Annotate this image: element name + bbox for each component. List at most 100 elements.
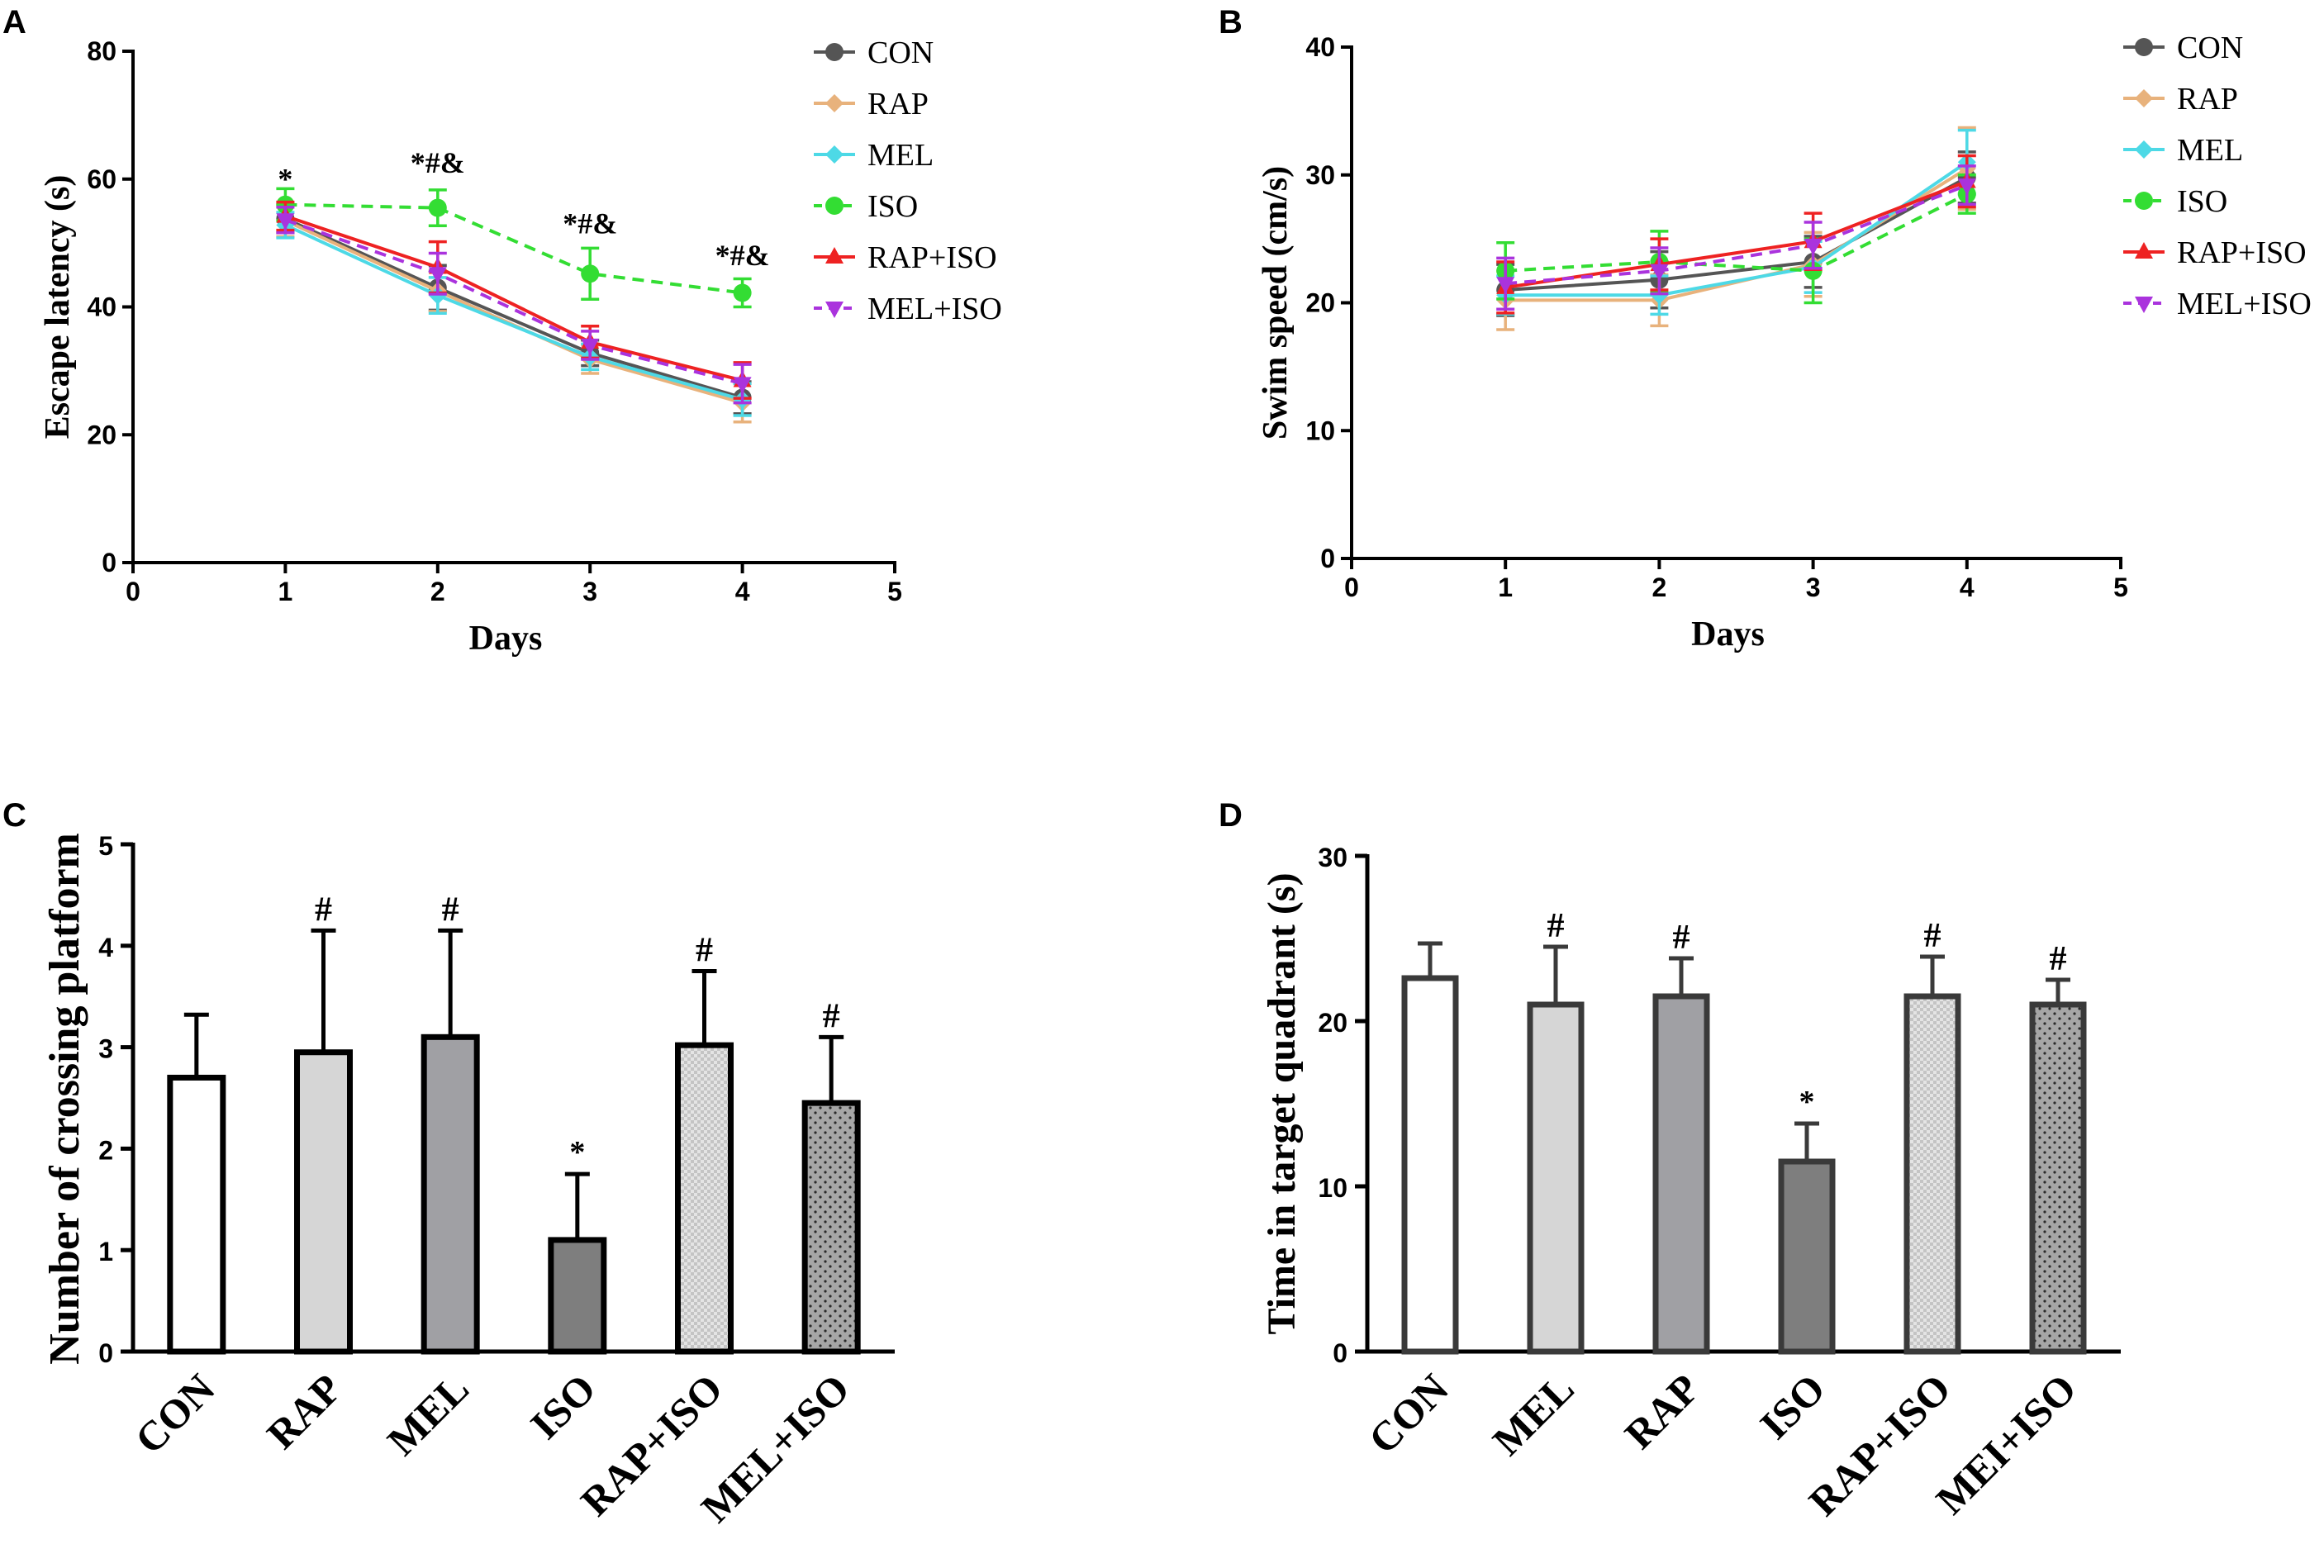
bar-group-con: CON (1360, 941, 1459, 1462)
legend-entry: ISO (814, 189, 918, 224)
series-rap (1496, 126, 1976, 331)
bar-group-rap: # RAP (1616, 919, 1710, 1457)
significance-label: # (315, 891, 332, 929)
y-tick-label: 20 (1318, 1008, 1347, 1038)
series-iso (276, 187, 752, 309)
panel-label-c: C (2, 797, 26, 834)
legend-entry: CON (2123, 31, 2243, 65)
x-tick-label: 0 (1344, 573, 1359, 602)
series-line (284, 214, 744, 382)
significance-label: # (442, 891, 459, 929)
bar (801, 1100, 861, 1355)
legend-label: MEL+ISO (2177, 287, 2312, 321)
panel-a-line-chart: A 0 20 40 60 80 0 1 2 3 4 5 Days Escape latency (s) * *… (2, 4, 1002, 658)
x-tick-label: 4 (1960, 573, 1975, 602)
bar (1527, 1001, 1585, 1355)
bar-group-rap-plus-iso: #RAP+ISO (572, 932, 734, 1525)
y-axis-title: Number of crossing platform (41, 833, 88, 1365)
y-tick-label: 0 (1333, 1338, 1347, 1368)
panel-d-bar-chart: D 0 10 20 30 Time in target quadrant (s) CON # M… (1219, 797, 2121, 1525)
legend-entry: MEL+ISO (814, 292, 1002, 326)
y-tick-label: 60 (87, 164, 116, 194)
series-line (1505, 192, 1968, 273)
legend-marker (2135, 140, 2153, 159)
y-tick-label: 0 (98, 1338, 113, 1368)
x-tick-label: 1 (278, 577, 293, 606)
x-tick-label: 5 (2113, 573, 2128, 602)
x-tick-label: 3 (1806, 573, 1821, 602)
bar-group-iso: * ISO (1751, 1085, 1836, 1448)
legend-marker (2135, 297, 2153, 313)
x-tick-label: 4 (735, 577, 750, 606)
significance-label: * (1799, 1085, 1815, 1119)
y-tick-label: 30 (1318, 843, 1347, 872)
y-axis-title: Escape latency (s) (39, 175, 77, 440)
bar (1778, 1158, 1836, 1355)
data-point (581, 264, 600, 283)
category-label: CON (126, 1365, 223, 1462)
x-tick-label: 2 (1652, 573, 1667, 602)
panel-b-line-chart: B 0 10 20 30 40 0 1 2 3 4 5 Days Swim speed (cm/s) CON… (1219, 4, 2312, 653)
legend-label: ISO (867, 189, 918, 224)
legend-entry: MEL (814, 138, 934, 173)
significance-label: # (1924, 917, 1941, 955)
series-line (284, 218, 744, 386)
x-tick-label: 2 (430, 577, 445, 606)
significance-label: *#& (411, 146, 465, 179)
bar-group-mel: # MEL (1484, 907, 1585, 1464)
y-tick-label: 40 (1305, 32, 1335, 62)
data-point (428, 267, 447, 284)
series-mel-plus-iso (1496, 164, 1976, 311)
legend-marker (825, 302, 844, 318)
legend-label: CON (867, 36, 934, 70)
data-point (1496, 277, 1515, 294)
x-axis-title: Days (469, 620, 543, 658)
category-label: RAP (1616, 1365, 1709, 1457)
legend-marker (825, 247, 844, 264)
category-label: RAP (258, 1365, 350, 1457)
y-axis-title: Swim speed (cm/s) (1257, 166, 1295, 440)
series-line (284, 219, 744, 405)
significance-label: # (696, 932, 713, 970)
bar-group-rap: # RAP (258, 891, 353, 1457)
category-label: ISO (521, 1365, 605, 1448)
bar-group-iso: * ISO (521, 1135, 607, 1448)
legend-entry: MEL+ISO (2123, 287, 2312, 321)
data-point (581, 338, 600, 355)
legend-marker (825, 43, 844, 61)
y-tick-label: 80 (87, 36, 116, 66)
data-point (1804, 238, 1823, 255)
y-tick-label: 10 (1318, 1173, 1347, 1203)
y-tick-label: 0 (102, 548, 116, 577)
legend-label: MEL (2177, 133, 2243, 168)
panel-label-b: B (1219, 4, 1243, 40)
significance-label: *#& (715, 239, 770, 272)
legend-marker (2135, 242, 2153, 259)
significance-label: # (823, 997, 840, 1035)
legend-entry: RAP+ISO (2123, 235, 2307, 270)
legend-entry: MEL (2123, 133, 2243, 168)
legend-label: MEL+ISO (867, 292, 1002, 326)
bar (1652, 993, 1710, 1355)
significance-label: # (1673, 919, 1690, 957)
legend-marker (2135, 89, 2153, 107)
legend-label: RAP (867, 87, 929, 121)
series-line (284, 216, 744, 400)
x-tick-label: 1 (1498, 573, 1513, 602)
y-tick-label: 10 (1305, 416, 1335, 445)
bar-group-mel: # MEL (378, 891, 480, 1464)
y-tick-label: 4 (98, 933, 113, 962)
category-label: CON (1360, 1365, 1457, 1462)
bar (1401, 975, 1459, 1355)
significance-label: * (278, 162, 292, 195)
data-point (733, 283, 752, 302)
series-line (1505, 183, 1968, 286)
bar (2029, 1001, 2087, 1355)
category-label: ISO (1751, 1365, 1834, 1448)
x-axis-title: Days (1691, 615, 1765, 653)
legend-entry: RAP (814, 87, 929, 121)
y-tick-label: 2 (98, 1135, 113, 1165)
legend-entry: ISO (2123, 184, 2227, 219)
